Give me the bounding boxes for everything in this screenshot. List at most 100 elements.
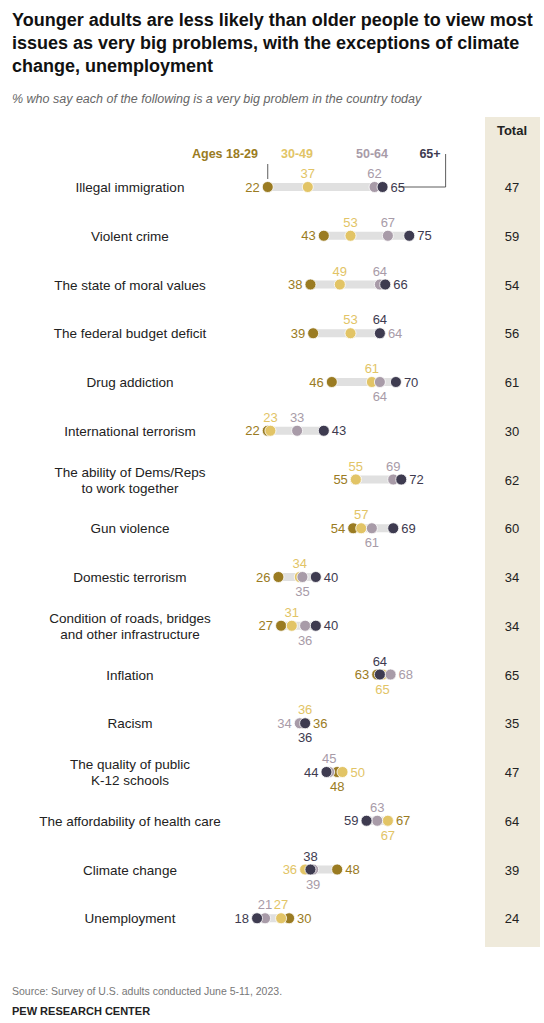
- legend-entry: 50-64: [356, 147, 388, 161]
- dot: [252, 913, 263, 924]
- category-label-line: Drug addiction: [86, 375, 173, 390]
- data-label: 38: [303, 849, 317, 864]
- data-label: 61: [365, 361, 379, 376]
- data-label: 59: [344, 813, 358, 828]
- category-label: Gun violence: [91, 521, 170, 536]
- dot: [356, 523, 367, 534]
- category-label-line: Racism: [107, 716, 152, 731]
- data-label: 33: [290, 410, 304, 425]
- data-label: 36: [298, 633, 312, 648]
- total-value: 61: [505, 375, 519, 390]
- category-label: The state of moral values: [54, 278, 206, 293]
- category-label: Climate change: [83, 863, 177, 878]
- data-label: 39: [291, 326, 305, 341]
- dot: [380, 279, 391, 290]
- title-line: issues as very big problems, with the ex…: [12, 33, 519, 53]
- dot: [262, 182, 273, 193]
- data-label: 57: [354, 507, 368, 522]
- data-label: 40: [324, 570, 338, 585]
- dot: [300, 718, 311, 729]
- data-label: 61: [365, 535, 379, 550]
- dot: [308, 328, 319, 339]
- category-label-line: Gun violence: [91, 521, 170, 536]
- data-label: 75: [417, 228, 431, 243]
- dot: [366, 523, 377, 534]
- dot: [292, 425, 303, 436]
- dot: [332, 864, 343, 875]
- dot: [265, 425, 276, 436]
- data-label: 72: [409, 472, 423, 487]
- data-label: 40: [324, 618, 338, 633]
- data-label: 35: [295, 584, 309, 599]
- category-label: Illegal immigration: [76, 180, 185, 195]
- category-label: Racism: [107, 716, 152, 731]
- data-label: 55: [349, 459, 363, 474]
- category-label-line: Domestic terrorism: [73, 570, 186, 585]
- total-value: 39: [505, 863, 519, 878]
- source: Source: Survey of U.S. adults conducted …: [12, 985, 282, 997]
- data-label: 54: [331, 521, 345, 536]
- dot: [374, 377, 385, 388]
- labels: Illegal immigration2237626547Violent cri…: [39, 166, 519, 926]
- data-label: 22: [245, 423, 259, 438]
- legend-connector: [399, 154, 446, 187]
- category-label: The affordability of health care: [39, 814, 220, 829]
- data-label: 43: [301, 228, 315, 243]
- total-value: 65: [505, 668, 519, 683]
- category-label-line: and other infrastructure: [60, 627, 200, 642]
- dot: [374, 669, 385, 680]
- dot: [305, 864, 316, 875]
- category-label: Unemployment: [85, 911, 176, 926]
- category-label-line: Climate change: [83, 863, 177, 878]
- footer: PEW RESEARCH CENTER: [12, 1005, 150, 1017]
- data-label: 69: [401, 521, 415, 536]
- marks: [252, 182, 415, 924]
- data-label: 30: [297, 911, 311, 926]
- category-label: Inflation: [106, 668, 153, 683]
- data-label: 62: [367, 166, 381, 181]
- legend: Ages 18-2930-4950-6465+: [192, 147, 446, 187]
- range-bar: [332, 378, 396, 386]
- category-label-line: The quality of public: [70, 757, 190, 772]
- data-label: 66: [393, 277, 407, 292]
- category-label: Violent crime: [91, 229, 169, 244]
- data-label: 43: [332, 423, 346, 438]
- subtitle: % who say each of the following is a ver…: [12, 92, 422, 106]
- dot: [310, 620, 321, 631]
- data-label: 27: [259, 618, 273, 633]
- legend-entry: 65+: [419, 147, 440, 161]
- data-label: 37: [301, 166, 315, 181]
- dot: [302, 182, 313, 193]
- data-label: 34: [277, 716, 291, 731]
- dot: [350, 474, 361, 485]
- total-value: 62: [505, 473, 519, 488]
- category-label-line: International terrorism: [64, 424, 195, 439]
- legend-connector: [267, 164, 268, 179]
- dot: [286, 620, 297, 631]
- dot: [273, 572, 284, 583]
- data-label: 36: [298, 730, 312, 745]
- category-label: The quality of publicK-12 schools: [70, 757, 190, 788]
- data-label: 67: [381, 215, 395, 230]
- category-label-line: to work together: [82, 481, 179, 496]
- data-label: 63: [370, 800, 384, 815]
- dot: [276, 913, 287, 924]
- dot: [404, 230, 415, 241]
- data-label: 36: [313, 716, 327, 731]
- dot: [276, 620, 287, 631]
- category-label-line: The affordability of health care: [39, 814, 220, 829]
- category-label: Domestic terrorism: [73, 570, 186, 585]
- dot: [388, 523, 399, 534]
- total-value: 24: [505, 911, 519, 926]
- data-label: 64: [373, 389, 387, 404]
- data-label: 53: [343, 312, 357, 327]
- category-label: The federal budget deficit: [54, 326, 207, 341]
- dot: [305, 279, 316, 290]
- data-label: 68: [399, 667, 413, 682]
- total-value: 54: [505, 278, 519, 293]
- dot: [300, 718, 311, 729]
- dot: [361, 815, 372, 826]
- data-label: 23: [263, 410, 277, 425]
- category-label: Condition of roads, bridgesand other inf…: [49, 611, 211, 642]
- category-label-line: The ability of Dems/Reps: [55, 465, 206, 480]
